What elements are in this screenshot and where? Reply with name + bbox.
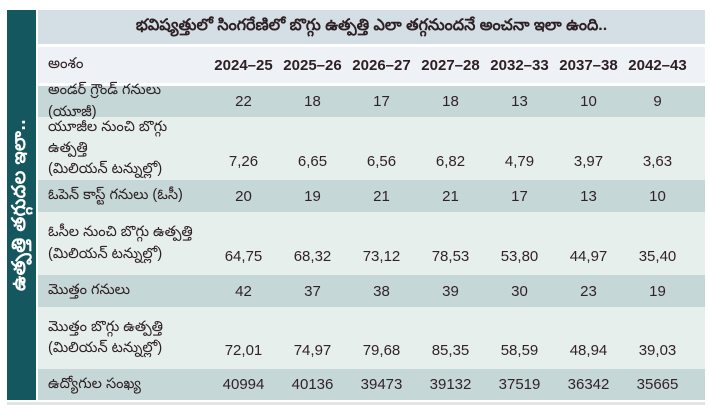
- value-cell: 17: [373, 93, 390, 110]
- side-strip: ఉత్పత్తి తగ్గుదల ఇలా..: [7, 10, 36, 400]
- value-cell: 73,12: [362, 248, 401, 265]
- value-cell: 3,97: [573, 153, 604, 170]
- value-cell: 6,82: [435, 153, 466, 170]
- value-cell: 6,56: [366, 153, 397, 170]
- value-cell: 3,63: [642, 153, 673, 170]
- header-cell-year: 2037–38: [559, 56, 618, 74]
- table-header-row: అంశం 2024–25 2025–26 2026–27 2027–28 203…: [38, 47, 705, 83]
- value-cell: 21: [442, 187, 459, 205]
- value-cell: 40136: [291, 376, 334, 393]
- value-cell: 68,32: [293, 248, 332, 265]
- row-label: మొత్తం గనులు: [38, 275, 209, 307]
- value-cell: 39,03: [638, 342, 677, 359]
- header-cell-year: 2024–25: [214, 56, 273, 74]
- data-table: భవిష్యత్తులో సింగరేణిలో బొగ్గు ఉత్పత్తి …: [38, 10, 705, 400]
- value-cell: 44,97: [569, 248, 608, 265]
- row-label-text: ఓపెన్ కాస్ట్ గనులు (ఓసీ): [48, 187, 183, 204]
- header-cell-year: 2027–28: [421, 56, 480, 74]
- table-row: అండర్ గ్రౌండ్ గనులు (యూజీ) 22 18 17 18 1…: [38, 82, 705, 120]
- value-cell: 79,68: [362, 342, 401, 359]
- row-label: మొత్తం బొగ్గు ఉత్పత్తి (మిలియన్ టన్నుల్ల…: [38, 307, 209, 369]
- row-label: యూజీల నుంచి బొగ్గు ఉత్పత్తి (మిలియన్ టన్…: [38, 117, 209, 180]
- value-cell: 39473: [360, 376, 403, 393]
- table-row: మొత్తం గనులు 42 37 38 39 30 23 19: [38, 275, 705, 307]
- table-row: యూజీల నుంచి బొగ్గు ఉత్పత్తి (మిలియన్ టన్…: [38, 117, 705, 180]
- value-cell: 18: [442, 93, 459, 110]
- value-cell: 13: [580, 187, 597, 205]
- row-label: అండర్ గ్రౌండ్ గనులు (యూజీ): [38, 82, 209, 119]
- value-cell: 78,53: [431, 248, 470, 265]
- header-cell-year: 2042–43: [628, 56, 687, 74]
- row-label-text: యూజీల నుంచి బొగ్గు ఉత్పత్తి: [48, 118, 168, 156]
- value-cell: 13: [511, 93, 528, 110]
- value-cell: 17: [511, 187, 528, 205]
- side-strip-label: ఉత్పత్తి తగ్గుదల ఇలా..: [8, 118, 30, 292]
- value-cell: 37519: [498, 376, 541, 393]
- row-sublabel-text: (మిలియన్ టన్నుల్లో): [48, 340, 163, 356]
- row-label-text: మొత్తం బొగ్గు ఉత్పత్తి: [48, 318, 164, 335]
- row-label-text: ఉద్యోగుల సంఖ్య: [48, 375, 141, 392]
- row-label-text: మొత్తం గనులు: [48, 282, 130, 299]
- header-cell-label: అంశం: [48, 54, 84, 72]
- value-cell: 39: [442, 282, 459, 300]
- value-cell: 22: [235, 93, 252, 110]
- value-cell: 42: [235, 282, 252, 300]
- header-cell-year: 2032–33: [490, 56, 549, 74]
- bottom-shadow-line: [7, 402, 705, 405]
- value-cell: 6,65: [297, 153, 328, 170]
- value-cell: 10: [649, 187, 666, 205]
- table-row: మొత్తం బొగ్గు ఉత్పత్తి (మిలియన్ టన్నుల్ల…: [38, 307, 705, 369]
- value-cell: 40994: [222, 376, 265, 393]
- value-cell: 64,75: [224, 248, 263, 265]
- value-cell: 35,40: [638, 248, 677, 265]
- row-label-text: ఓసీల నుంచి బొగ్గు ఉత్పత్తి: [48, 224, 193, 241]
- value-cell: 7,26: [228, 153, 259, 170]
- value-cell: 48,94: [569, 342, 608, 359]
- value-cell: 19: [304, 187, 321, 205]
- value-cell: 9: [653, 93, 662, 110]
- value-cell: 19: [649, 282, 666, 300]
- value-cell: 39132: [429, 376, 472, 393]
- title-bar: భవిష్యత్తులో సింగరేణిలో బొగ్గు ఉత్పత్తి …: [38, 10, 705, 44]
- value-cell: 18: [304, 93, 321, 110]
- value-cell: 21: [373, 187, 390, 205]
- value-cell: 35665: [636, 376, 679, 393]
- value-cell: 30: [511, 282, 528, 300]
- value-cell: 38: [373, 282, 390, 300]
- row-label-text: అండర్ గ్రౌండ్ గనులు (యూజీ): [48, 82, 161, 120]
- value-cell: 85,35: [431, 342, 470, 359]
- table-row: ఉద్యోగుల సంఖ్య 40994 40136 39473 39132 3…: [38, 369, 705, 400]
- value-cell: 53,80: [500, 248, 539, 265]
- header-cell-year: 2026–27: [352, 56, 411, 74]
- value-cell: 4,79: [504, 153, 535, 170]
- row-sublabel-text: (మిలియన్ టన్నుల్లో): [48, 161, 163, 178]
- value-cell: 20: [235, 187, 252, 205]
- table-row: ఓసీల నుంచి బొగ్గు ఉత్పత్తి (మిలియన్ టన్న…: [38, 212, 705, 275]
- value-cell: 74,97: [293, 342, 332, 359]
- value-cell: 23: [580, 282, 597, 300]
- row-label: ఓసీల నుంచి బొగ్గు ఉత్పత్తి (మిలియన్ టన్న…: [38, 212, 209, 275]
- value-cell: 10: [580, 93, 597, 110]
- value-cell: 37: [304, 282, 321, 300]
- value-cell: 36342: [567, 376, 610, 393]
- value-cell: 58,59: [500, 342, 539, 359]
- header-cell-year: 2025–26: [283, 56, 342, 74]
- row-sublabel-text: (మిలియన్ టన్నుల్లో): [48, 245, 163, 262]
- row-label: ఉద్యోగుల సంఖ్య: [38, 369, 209, 400]
- value-cell: 72,01: [224, 342, 263, 359]
- table-row: ఓపెన్ కాస్ట్ గనులు (ఓసీ) 20 19 21 21 17 …: [38, 180, 705, 212]
- row-label: ఓపెన్ కాస్ట్ గనులు (ఓసీ): [38, 180, 209, 212]
- page-title: భవిష్యత్తులో సింగరేణిలో బొగ్గు ఉత్పత్తి …: [135, 17, 608, 34]
